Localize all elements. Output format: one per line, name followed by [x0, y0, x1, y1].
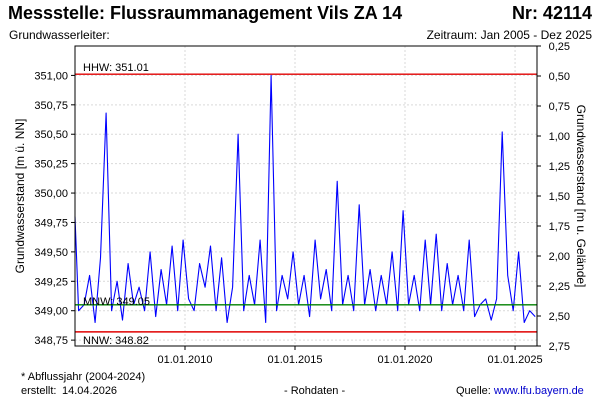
y-tick-label: 349,75: [34, 217, 68, 229]
x-tick-label: 01.01.2025: [488, 354, 543, 366]
right-y-tick-label: 2,00: [549, 251, 570, 263]
y-tick-label: 350,25: [34, 159, 68, 171]
right-y-tick-label: 1,75: [549, 221, 570, 233]
y-axis-title: Grundwasserstand [m ü. NN]: [13, 119, 27, 274]
y-tick-label: 350,00: [34, 188, 68, 200]
right-y-tick-label: 2,25: [549, 281, 570, 293]
right-y-tick-label: 0,25: [549, 41, 570, 53]
y-tick-label: 349,25: [34, 276, 68, 288]
source-credit: Quelle: www.lfu.bayern.de: [456, 385, 584, 397]
chart-title: Messstelle: Flussraummanagement Vils ZA …: [8, 3, 403, 23]
plot-area: [75, 46, 537, 346]
reference-line-label: MNW: 349.05: [83, 296, 150, 308]
reference-line-label: NNW: 348.82: [83, 335, 149, 347]
y-tick-label: 349,00: [34, 306, 68, 318]
x-tick-label: 01.01.2020: [377, 354, 432, 366]
station-number: Nr: 42114: [511, 3, 592, 23]
created-label: erstellt:: [21, 385, 57, 397]
plot-frame: [74, 45, 538, 347]
created-date: 14.04.2026: [62, 385, 118, 397]
y-tick-label: 351,00: [34, 70, 68, 82]
source-link[interactable]: www.lfu.bayern.de: [493, 385, 584, 397]
right-y-tick-label: 1,50: [549, 191, 570, 203]
right-y-tick-label: 1,00: [549, 131, 570, 143]
source-label: Quelle:: [456, 385, 491, 397]
reference-line-label: HHW: 351.01: [83, 62, 149, 74]
groundwater-level-line: [74, 74, 536, 324]
x-tick-label: 01.01.2010: [157, 354, 212, 366]
y-tick-label: 350,75: [34, 100, 68, 112]
right-y-tick-label: 0,50: [549, 71, 570, 83]
data-type-label: - Rohdaten -: [284, 385, 346, 397]
right-y-tick-label: 1,25: [549, 161, 570, 173]
right-y-tick-label: 2,75: [549, 341, 570, 353]
period-label: Zeitraum: Jan 2005 - Dez 2025: [426, 28, 592, 42]
right-y-tick-label: 2,50: [549, 311, 570, 323]
aquifer-label: Grundwasserleiter:: [9, 28, 110, 42]
y-tick-label: 349,50: [34, 247, 68, 259]
y-tick-label: 348,75: [34, 335, 68, 347]
x-tick-label: 01.01.2015: [267, 354, 322, 366]
footnote: * Abflussjahr (2004-2024): [21, 371, 146, 383]
right-y-axis-title: Grundwasserstand [m u. Gelände]: [574, 105, 588, 288]
y-tick-label: 350,50: [34, 129, 68, 141]
right-y-tick-label: 0,75: [549, 101, 570, 113]
